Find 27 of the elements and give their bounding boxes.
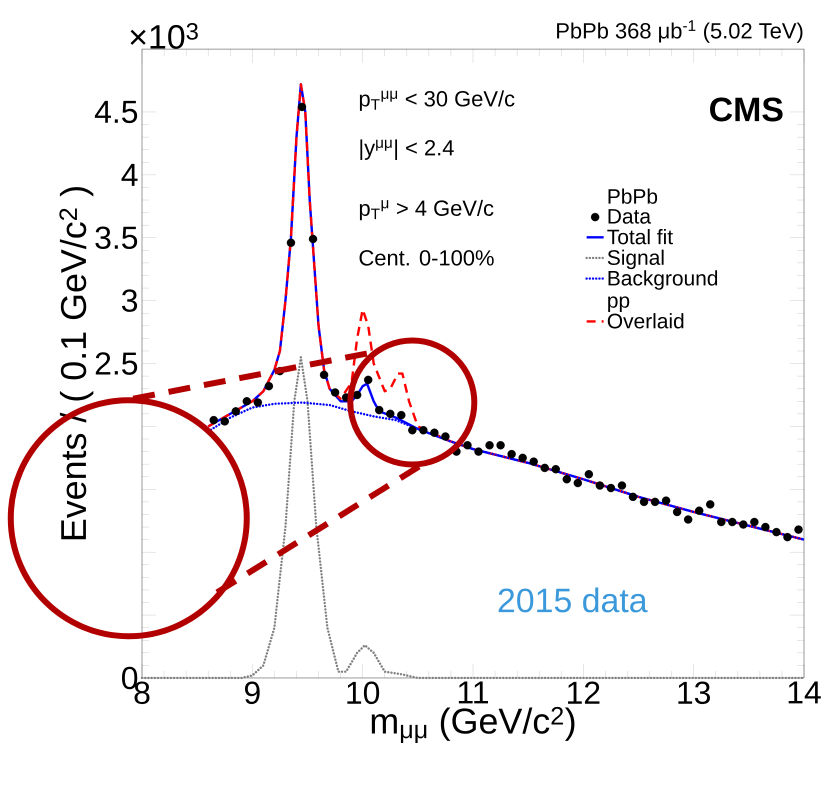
legend-label: Data: [608, 209, 652, 224]
x-axis-title: m$_{μμ}$ (GeV/c$^{2}$): [372, 706, 574, 743]
x-tick-label: 13: [678, 682, 710, 704]
y-tick-label: 3: [122, 289, 138, 312]
annotation: CMS: [710, 97, 783, 122]
y-tick-label: 2.5: [96, 352, 138, 375]
legend-label: Total fit: [607, 228, 673, 244]
chart-title: PbPb 368 μb$^{-1}$ (5.02 TeV): [557, 20, 802, 43]
legend-label: Background: [608, 270, 718, 290]
y-tick-label: 4: [121, 164, 138, 186]
legend-label: Signal: [608, 250, 664, 270]
x-tick-label: 12: [568, 682, 600, 704]
annotation: |y$^{μμ}$| < 2.4: [360, 139, 454, 160]
x-tick-label: 11: [458, 682, 488, 704]
legend-label: Overlaid: [608, 313, 684, 328]
y-tick-label: 3.5: [95, 226, 138, 250]
x-tick-label: 9: [244, 682, 260, 704]
y-tick-label: 4.5: [94, 100, 138, 124]
annotation: p$_{T}$$^{μ}$ > 4 GeV/c: [360, 200, 494, 220]
x-tick-label: 10: [347, 682, 380, 704]
annotation: 2015 data: [498, 588, 648, 612]
annotation: pp: [608, 296, 630, 312]
legend-title: PbPb: [608, 188, 658, 204]
x-tick-label: 14: [788, 682, 821, 704]
annotation: Cent. 0-100%: [360, 250, 494, 266]
annotation: p$_{T}$$^{μμ}$ < 30 GeV/c: [360, 90, 514, 111]
text: ×10$^{3}$: [130, 22, 198, 49]
